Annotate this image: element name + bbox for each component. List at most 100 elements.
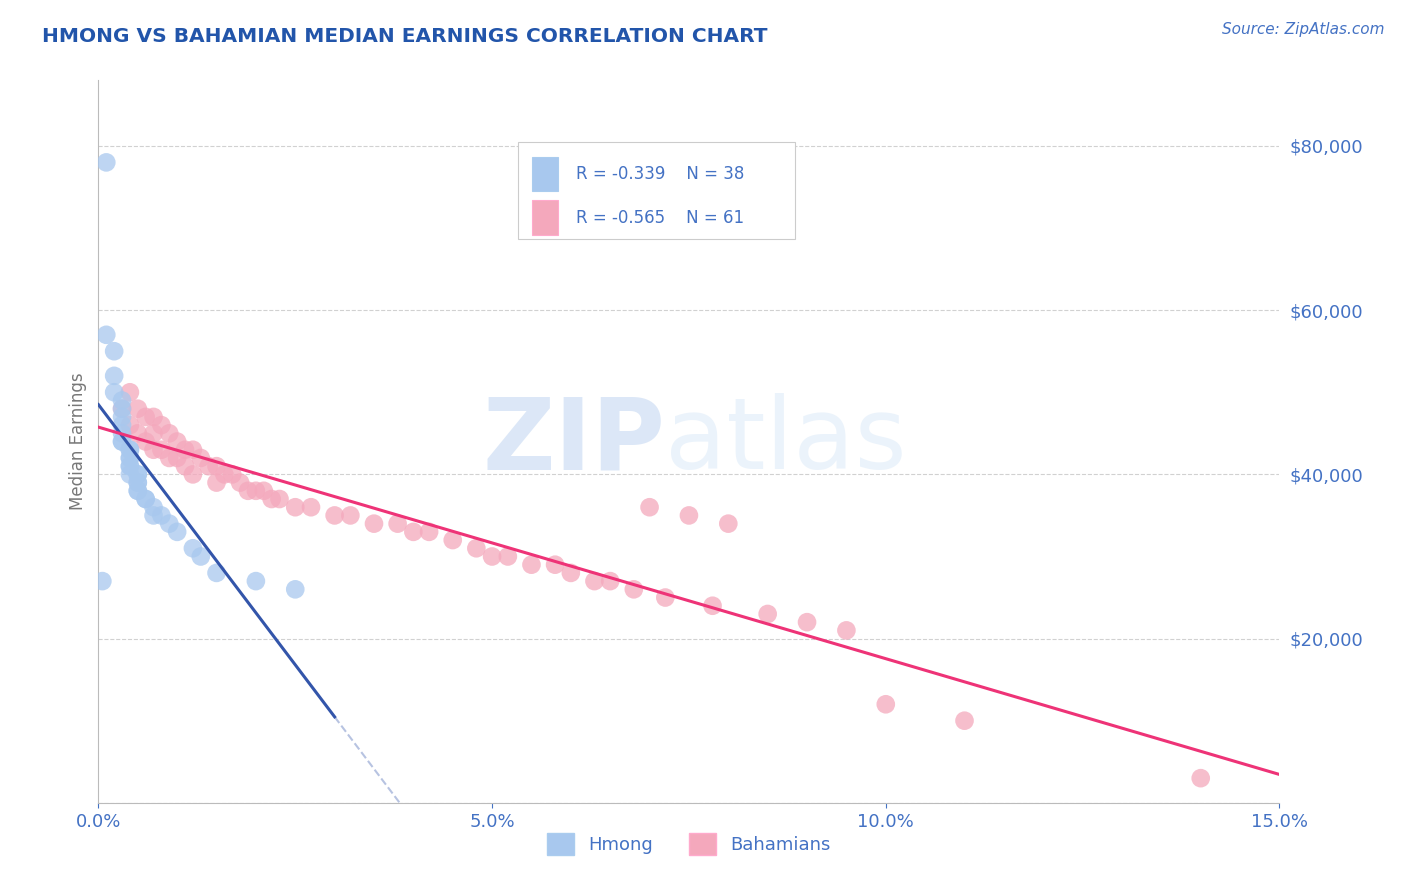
Point xyxy=(756,607,779,621)
Text: R = -0.565    N = 61: R = -0.565 N = 61 xyxy=(575,209,744,227)
Point xyxy=(190,450,212,465)
Point xyxy=(118,418,141,433)
Point xyxy=(142,442,165,457)
Point xyxy=(127,467,149,482)
Point xyxy=(103,344,125,359)
Point xyxy=(118,459,141,474)
FancyBboxPatch shape xyxy=(531,201,558,235)
Point xyxy=(623,582,645,597)
Point xyxy=(127,401,149,416)
Point xyxy=(284,582,307,597)
Point xyxy=(118,385,141,400)
Point xyxy=(236,483,259,498)
Point xyxy=(465,541,488,556)
Point xyxy=(181,541,204,556)
Point xyxy=(229,475,252,490)
Point xyxy=(418,524,440,539)
Point xyxy=(127,467,149,482)
Point xyxy=(796,615,818,630)
Point xyxy=(111,426,134,441)
Y-axis label: Median Earnings: Median Earnings xyxy=(69,373,87,510)
Text: Source: ZipAtlas.com: Source: ZipAtlas.com xyxy=(1222,22,1385,37)
Point xyxy=(181,442,204,457)
Point xyxy=(111,401,134,416)
Point xyxy=(135,409,157,424)
Point xyxy=(91,574,114,588)
Point xyxy=(118,442,141,457)
Point xyxy=(150,442,173,457)
Point xyxy=(135,491,157,506)
Point xyxy=(221,467,243,482)
Point xyxy=(253,483,276,498)
Point xyxy=(96,155,118,169)
Legend: Hmong, Bahamians: Hmong, Bahamians xyxy=(540,826,838,863)
Point xyxy=(284,500,307,515)
Point xyxy=(599,574,621,588)
Point xyxy=(323,508,346,523)
Point xyxy=(299,500,322,515)
Point xyxy=(481,549,503,564)
Point xyxy=(174,459,197,474)
Point xyxy=(174,442,197,457)
Point xyxy=(166,450,188,465)
Text: HMONG VS BAHAMIAN MEDIAN EARNINGS CORRELATION CHART: HMONG VS BAHAMIAN MEDIAN EARNINGS CORREL… xyxy=(42,27,768,45)
Point xyxy=(127,483,149,498)
Point xyxy=(142,409,165,424)
Point xyxy=(157,450,180,465)
Point xyxy=(111,409,134,424)
Point xyxy=(166,524,188,539)
Point xyxy=(638,500,661,515)
Point xyxy=(875,698,897,712)
Point xyxy=(103,385,125,400)
Point xyxy=(953,714,976,728)
Point xyxy=(118,450,141,465)
Point xyxy=(150,508,173,523)
Point xyxy=(717,516,740,531)
Point xyxy=(166,434,188,449)
Point xyxy=(96,327,118,342)
Point xyxy=(339,508,361,523)
Text: R = -0.339    N = 38: R = -0.339 N = 38 xyxy=(575,165,744,183)
Point xyxy=(150,418,173,433)
Point xyxy=(835,624,858,638)
Point xyxy=(111,393,134,408)
Point xyxy=(118,442,141,457)
Point xyxy=(127,483,149,498)
FancyBboxPatch shape xyxy=(517,142,796,239)
Point xyxy=(142,426,165,441)
Point xyxy=(214,467,236,482)
Point xyxy=(702,599,724,613)
FancyBboxPatch shape xyxy=(531,156,558,191)
Point xyxy=(127,475,149,490)
Point xyxy=(103,368,125,383)
Point xyxy=(387,516,409,531)
Point xyxy=(205,459,228,474)
Point xyxy=(363,516,385,531)
Point xyxy=(269,491,291,506)
Point xyxy=(190,549,212,564)
Point xyxy=(135,491,157,506)
Point xyxy=(157,516,180,531)
Point xyxy=(181,467,204,482)
Point xyxy=(118,450,141,465)
Point xyxy=(496,549,519,564)
Point xyxy=(245,574,267,588)
Point xyxy=(111,434,134,449)
Point xyxy=(118,459,141,474)
Point xyxy=(520,558,543,572)
Point xyxy=(111,401,134,416)
Point xyxy=(142,500,165,515)
Text: ZIP: ZIP xyxy=(482,393,665,490)
Point xyxy=(127,426,149,441)
Point xyxy=(544,558,567,572)
Point xyxy=(197,459,219,474)
Point xyxy=(111,434,134,449)
Point xyxy=(205,475,228,490)
Point xyxy=(205,566,228,580)
Point xyxy=(560,566,582,580)
Point xyxy=(678,508,700,523)
Point xyxy=(260,491,283,506)
Point xyxy=(654,591,676,605)
Point xyxy=(135,434,157,449)
Point xyxy=(142,508,165,523)
